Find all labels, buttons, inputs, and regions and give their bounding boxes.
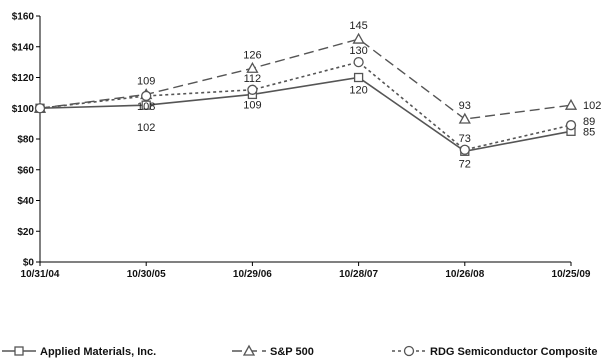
rdg-circle-marker bbox=[459, 144, 470, 155]
series-lines bbox=[39, 38, 572, 153]
chart-axes: $0 $20 $40 $60 $80 $100 $120 $140 $160 10/31/04 10… bbox=[12, 12, 591, 281]
rdg-data-label: 89 bbox=[583, 116, 595, 128]
sp500-triangle-marker bbox=[564, 98, 578, 110]
rdg-data-label: 130 bbox=[349, 45, 367, 57]
amat-legend-label: Applied Materials, Inc. bbox=[40, 346, 156, 358]
x-tick-label: 10/26/08 bbox=[445, 269, 484, 280]
rdg-circle-marker bbox=[353, 56, 364, 68]
amat-square-marker bbox=[353, 72, 364, 83]
amat-data-label: 120 bbox=[349, 85, 367, 97]
x-tick-label: 10/31/04 bbox=[21, 269, 60, 280]
amat-square-marker bbox=[141, 100, 151, 110]
sp500-series-line bbox=[39, 38, 572, 120]
sp500-triangle-marker bbox=[246, 61, 259, 73]
amat-data-label: 85 bbox=[583, 126, 595, 138]
amat-legend-square-marker bbox=[14, 346, 24, 356]
y-tick-label: $140 bbox=[12, 42, 35, 53]
rdg-circle-marker bbox=[141, 90, 152, 102]
sp500-triangle-marker bbox=[458, 112, 471, 124]
rdg-legend-label: RDG Semiconductor Composite bbox=[430, 346, 597, 358]
y-tick-label: $80 bbox=[17, 135, 34, 146]
amat-data-label: 109 bbox=[243, 99, 261, 111]
sp500-data-label: 109 bbox=[137, 75, 155, 87]
y-tick-label: $100 bbox=[12, 104, 35, 115]
rdg-data-label: 73 bbox=[459, 133, 471, 145]
sp500-data-label: 93 bbox=[459, 100, 471, 112]
rdg-data-label: 112 bbox=[244, 73, 262, 85]
x-tick-label: 10/30/05 bbox=[127, 269, 166, 280]
x-tick-label: 10/29/06 bbox=[233, 269, 272, 280]
y-tick-label: $40 bbox=[17, 196, 34, 207]
rdg-circle-marker bbox=[247, 84, 258, 95]
sp500-data-label: 126 bbox=[243, 49, 261, 61]
sp500-legend-triangle-marker bbox=[242, 344, 256, 356]
rdg-legend-circle-marker bbox=[403, 345, 415, 357]
rdg-circle-marker bbox=[565, 120, 577, 131]
y-tick-label: $0 bbox=[23, 258, 35, 269]
rdg-data-label: 108 bbox=[137, 101, 155, 113]
amat-data-label: 72 bbox=[459, 158, 471, 170]
sp500-data-label: 102 bbox=[583, 100, 601, 112]
amat-series-line bbox=[39, 76, 572, 153]
x-tick-label: 10/28/07 bbox=[339, 269, 378, 280]
sp500-legend-label: S&P 500 bbox=[270, 346, 314, 358]
series-markers bbox=[33, 32, 578, 156]
y-tick-label: $120 bbox=[12, 73, 35, 84]
sp500-data-label: 145 bbox=[349, 20, 367, 32]
y-tick-label: $160 bbox=[12, 12, 35, 23]
sp500-triangle-marker bbox=[352, 32, 365, 44]
data-labels: 102 109 120 72 85 109 126 145 93 102 108 112 130 73 89 bbox=[137, 20, 601, 170]
chart-legend: Applied Materials, Inc. S&P 500 RDG Semico… bbox=[2, 344, 597, 358]
y-tick-label: $20 bbox=[17, 227, 34, 238]
x-tick-label: 10/25/09 bbox=[552, 269, 591, 280]
y-tick-label: $60 bbox=[17, 165, 34, 176]
amat-data-label: 102 bbox=[137, 122, 155, 134]
rdg-circle-marker bbox=[34, 103, 46, 114]
